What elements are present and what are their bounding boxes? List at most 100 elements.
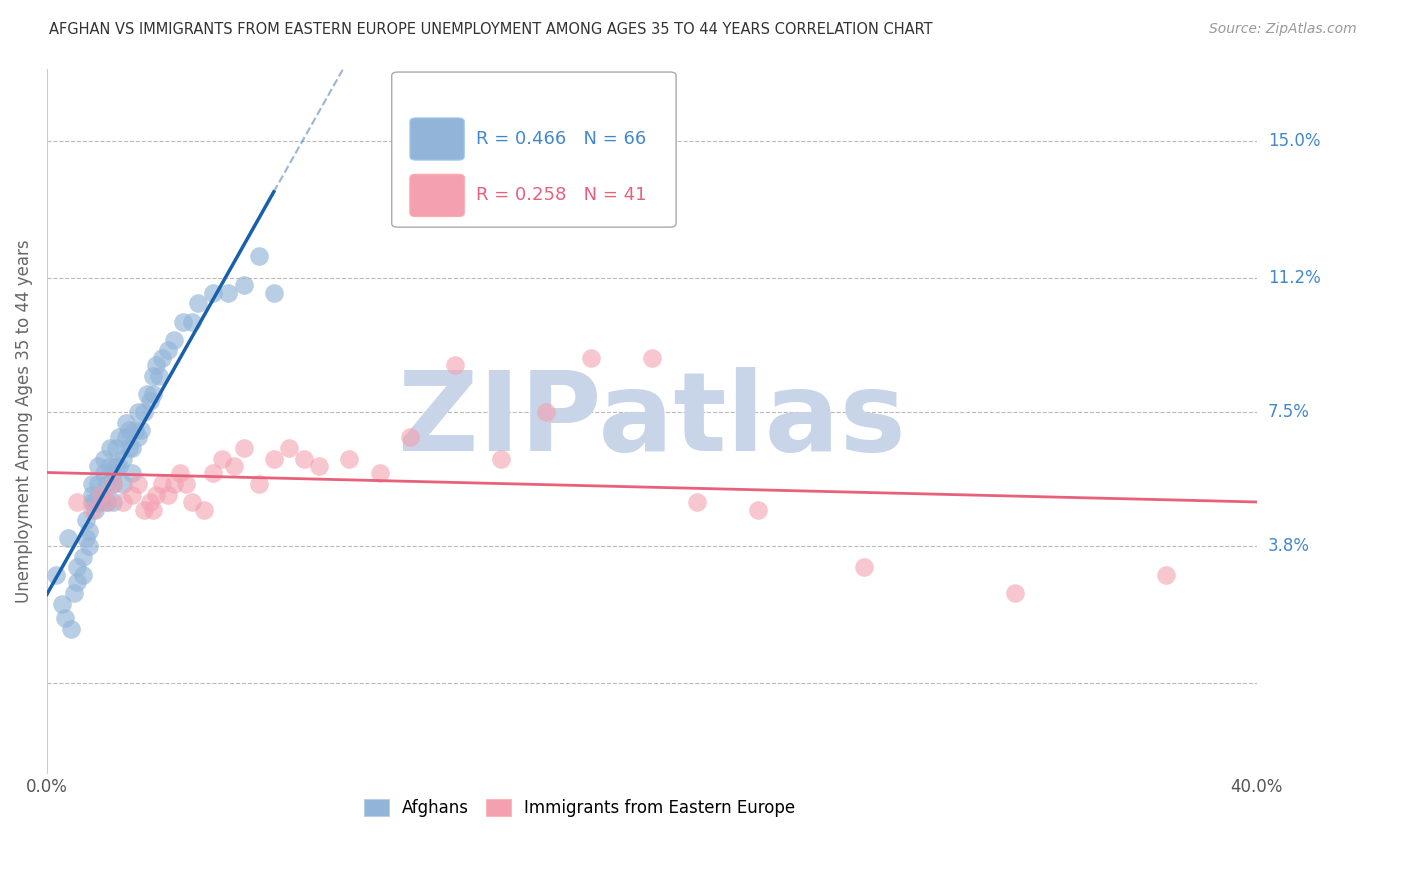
Point [103, 477, 125, 491]
Text: R = 0.466   N = 66: R = 0.466 N = 66 [477, 130, 647, 148]
Legend: Afghans, Immigrants from Eastern Europe: Afghans, Immigrants from Eastern Europe [356, 790, 803, 825]
Point [181, 495, 204, 509]
Point [581, 351, 603, 365]
Point [148, 368, 170, 383]
Point [135, 387, 157, 401]
Point [202, 467, 225, 481]
Point [121, 441, 143, 455]
Text: Source: ZipAtlas.com: Source: ZipAtlas.com [1209, 22, 1357, 37]
Point [129, 423, 152, 437]
Point [93, 467, 115, 481]
Point [138, 394, 160, 409]
Point [100, 441, 122, 455]
Point [127, 405, 149, 419]
Point [1154, 567, 1177, 582]
FancyBboxPatch shape [392, 72, 676, 227]
FancyBboxPatch shape [411, 174, 464, 217]
Point [150, 477, 173, 491]
Text: 3.8%: 3.8% [1268, 537, 1310, 555]
Point [308, 459, 330, 474]
Point [150, 351, 173, 365]
Point [156, 488, 179, 502]
Point [75, 513, 97, 527]
Point [66, 560, 89, 574]
Point [337, 451, 360, 466]
Point [127, 477, 149, 491]
Point [75, 532, 97, 546]
Point [247, 250, 270, 264]
Point [217, 285, 239, 300]
Point [686, 495, 709, 509]
Point [121, 467, 143, 481]
Point [142, 387, 165, 401]
Point [263, 451, 285, 466]
Point [142, 368, 165, 383]
Point [172, 314, 194, 328]
Point [45, 567, 67, 582]
Point [1004, 585, 1026, 599]
Point [51, 597, 73, 611]
Point [87, 459, 110, 474]
Point [103, 467, 125, 481]
Point [82, 477, 104, 491]
Point [111, 477, 134, 491]
FancyBboxPatch shape [411, 118, 464, 161]
Point [63, 585, 86, 599]
Point [82, 488, 104, 502]
Point [111, 495, 134, 509]
Point [72, 567, 94, 582]
Point [66, 574, 89, 589]
Text: ZIPatlas: ZIPatlas [398, 368, 905, 475]
Point [247, 477, 270, 491]
Point [202, 285, 225, 300]
Point [53, 611, 76, 625]
Point [747, 502, 769, 516]
Point [82, 502, 104, 516]
Point [103, 477, 125, 491]
Point [232, 278, 254, 293]
Point [111, 451, 134, 466]
Point [84, 502, 107, 516]
Point [145, 358, 167, 372]
Point [96, 495, 118, 509]
Point [105, 459, 128, 474]
Point [138, 495, 160, 509]
Text: 7.5%: 7.5% [1268, 403, 1310, 421]
Point [534, 405, 557, 419]
Point [66, 495, 89, 509]
Point [156, 343, 179, 358]
Point [84, 495, 107, 509]
Point [72, 549, 94, 564]
Text: 15.0%: 15.0% [1268, 132, 1320, 150]
Point [169, 467, 191, 481]
Point [181, 314, 204, 328]
Point [87, 477, 110, 491]
Point [399, 430, 422, 444]
Point [60, 622, 83, 636]
Point [277, 441, 299, 455]
Point [77, 524, 100, 539]
Y-axis label: Unemployment Among Ages 35 to 44 years: Unemployment Among Ages 35 to 44 years [15, 239, 32, 603]
Point [132, 502, 155, 516]
Point [90, 495, 112, 509]
Point [96, 477, 118, 491]
Point [163, 477, 186, 491]
Point [852, 560, 875, 574]
Point [142, 502, 165, 516]
Point [368, 467, 391, 481]
Point [56, 532, 79, 546]
Point [90, 488, 112, 502]
Point [193, 502, 215, 516]
Point [145, 488, 167, 502]
Point [108, 430, 131, 444]
Point [124, 423, 146, 437]
Point [132, 405, 155, 419]
Point [127, 430, 149, 444]
Point [163, 333, 186, 347]
Point [263, 285, 285, 300]
Point [224, 459, 246, 474]
Text: 11.2%: 11.2% [1268, 269, 1320, 287]
Point [641, 351, 664, 365]
Point [292, 451, 315, 466]
Text: R = 0.258   N = 41: R = 0.258 N = 41 [477, 186, 647, 204]
